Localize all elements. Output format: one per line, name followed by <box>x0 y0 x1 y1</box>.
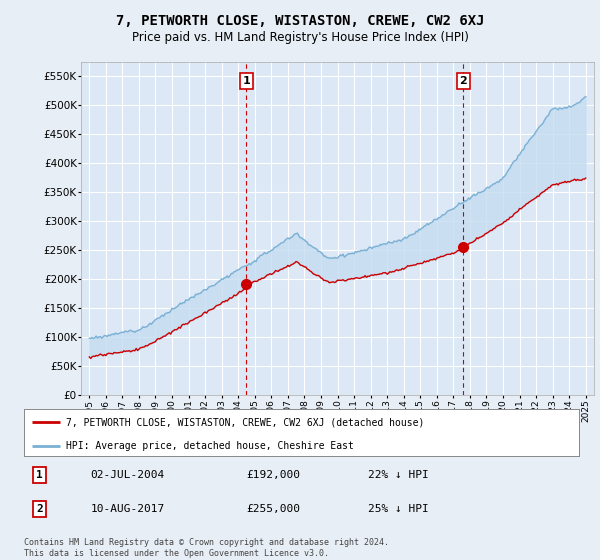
Text: 22% ↓ HPI: 22% ↓ HPI <box>368 470 429 480</box>
Text: 2: 2 <box>460 76 467 86</box>
Text: 1: 1 <box>242 76 250 86</box>
Text: 02-JUL-2004: 02-JUL-2004 <box>91 470 165 480</box>
Text: £192,000: £192,000 <box>246 470 300 480</box>
Text: 10-AUG-2017: 10-AUG-2017 <box>91 504 165 514</box>
Text: HPI: Average price, detached house, Cheshire East: HPI: Average price, detached house, Ches… <box>65 441 353 451</box>
Text: 25% ↓ HPI: 25% ↓ HPI <box>368 504 429 514</box>
Text: Price paid vs. HM Land Registry's House Price Index (HPI): Price paid vs. HM Land Registry's House … <box>131 31 469 44</box>
Text: 2: 2 <box>36 504 43 514</box>
Text: 7, PETWORTH CLOSE, WISTASTON, CREWE, CW2 6XJ: 7, PETWORTH CLOSE, WISTASTON, CREWE, CW2… <box>116 14 484 28</box>
Text: 7, PETWORTH CLOSE, WISTASTON, CREWE, CW2 6XJ (detached house): 7, PETWORTH CLOSE, WISTASTON, CREWE, CW2… <box>65 417 424 427</box>
Text: Contains HM Land Registry data © Crown copyright and database right 2024.: Contains HM Land Registry data © Crown c… <box>24 538 389 547</box>
Text: This data is licensed under the Open Government Licence v3.0.: This data is licensed under the Open Gov… <box>24 549 329 558</box>
Text: £255,000: £255,000 <box>246 504 300 514</box>
Text: 1: 1 <box>36 470 43 480</box>
